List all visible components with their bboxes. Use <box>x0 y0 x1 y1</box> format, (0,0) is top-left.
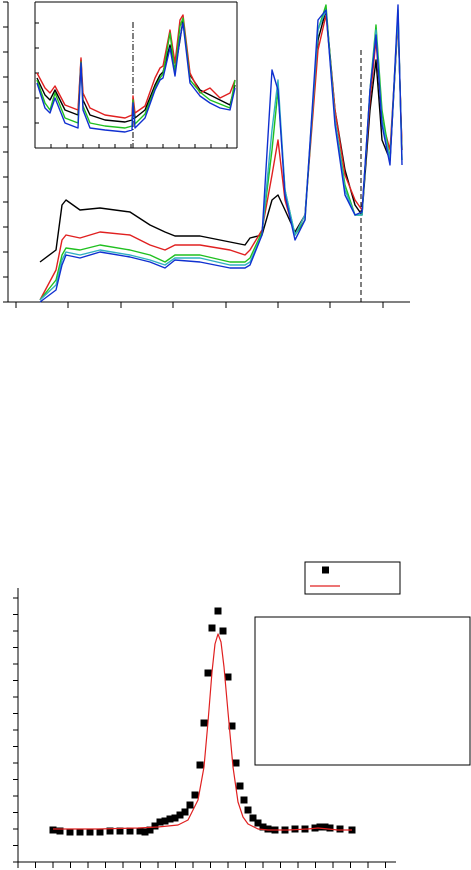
data-point <box>249 814 257 822</box>
data-point <box>336 825 344 833</box>
data-point <box>326 824 334 832</box>
chart-1 <box>34 1 238 149</box>
data-point <box>181 808 189 816</box>
legend-symbol <box>322 566 329 574</box>
data-point <box>106 827 114 835</box>
data-point <box>240 796 248 804</box>
data-point <box>228 722 236 730</box>
data-point <box>321 823 329 831</box>
data-point <box>291 825 299 833</box>
series-line <box>36 14 236 119</box>
data-point <box>200 719 208 727</box>
data-point <box>186 801 194 809</box>
data-point <box>264 825 272 833</box>
data-point <box>259 823 267 831</box>
data-point <box>56 827 64 835</box>
series-line <box>36 17 236 129</box>
data-point <box>316 823 324 831</box>
data-point <box>96 828 104 836</box>
series-line <box>39 4 403 303</box>
series-line <box>53 633 352 831</box>
data-point <box>141 828 149 836</box>
data-point <box>176 811 184 819</box>
data-point <box>214 607 222 615</box>
fit-info-box <box>254 616 471 766</box>
legend-box <box>304 561 401 595</box>
data-point <box>146 826 154 834</box>
data-point <box>161 817 169 825</box>
data-point <box>136 827 144 835</box>
data-point <box>219 627 227 635</box>
data-point <box>171 814 179 822</box>
chart-0 <box>3 1 410 308</box>
data-point <box>86 828 94 836</box>
series-line <box>36 22 236 133</box>
data-point <box>166 815 174 823</box>
data-point <box>224 673 232 681</box>
data-point <box>49 826 57 834</box>
data-point <box>244 806 252 814</box>
data-point <box>254 819 262 827</box>
data-point <box>208 624 216 632</box>
data-point <box>126 827 134 835</box>
data-point <box>232 759 240 767</box>
chart-2 <box>13 561 401 868</box>
data-point <box>191 791 199 799</box>
data-point <box>76 828 84 836</box>
data-point <box>156 818 164 826</box>
data-point <box>236 782 244 790</box>
data-point <box>204 669 212 677</box>
data-point <box>196 761 204 769</box>
data-point <box>151 822 159 830</box>
data-point <box>66 828 74 836</box>
data-point <box>116 827 124 835</box>
